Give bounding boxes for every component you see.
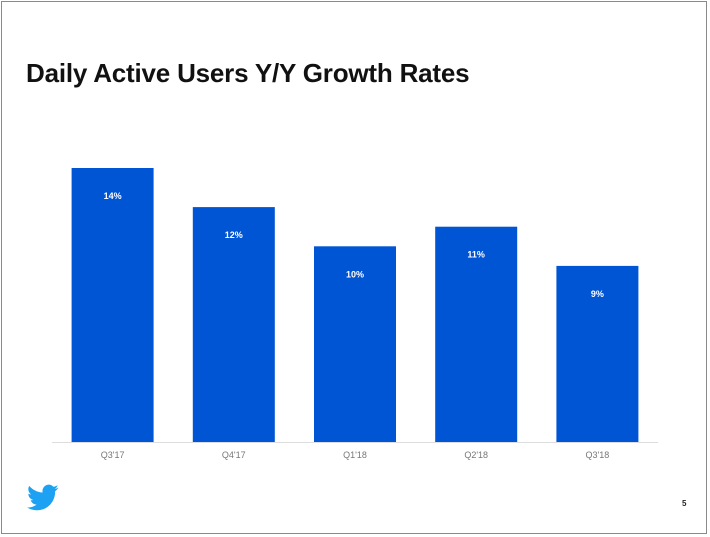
bar-3 [435,226,518,442]
data-label-1: 12% [225,230,243,240]
x-tick-label-0: Q3'17 [101,450,125,460]
x-tick-label-3: Q2'18 [464,450,488,460]
bar-1 [192,207,275,442]
bar-4 [556,265,639,442]
twitter-bird-icon [27,484,59,511]
page-number: 5 [682,499,687,508]
data-label-4: 9% [591,289,604,299]
data-label-2: 10% [346,269,364,279]
x-tick-label-4: Q3'18 [586,450,610,460]
bar-0 [71,168,154,442]
bar-2 [314,246,396,442]
x-tick-label-1: Q4'17 [222,450,246,460]
data-label-0: 14% [104,191,122,201]
slide-title: Daily Active Users Y/Y Growth Rates [26,58,470,88]
x-tick-label-2: Q1'18 [343,450,367,460]
data-label-3: 11% [467,250,485,260]
